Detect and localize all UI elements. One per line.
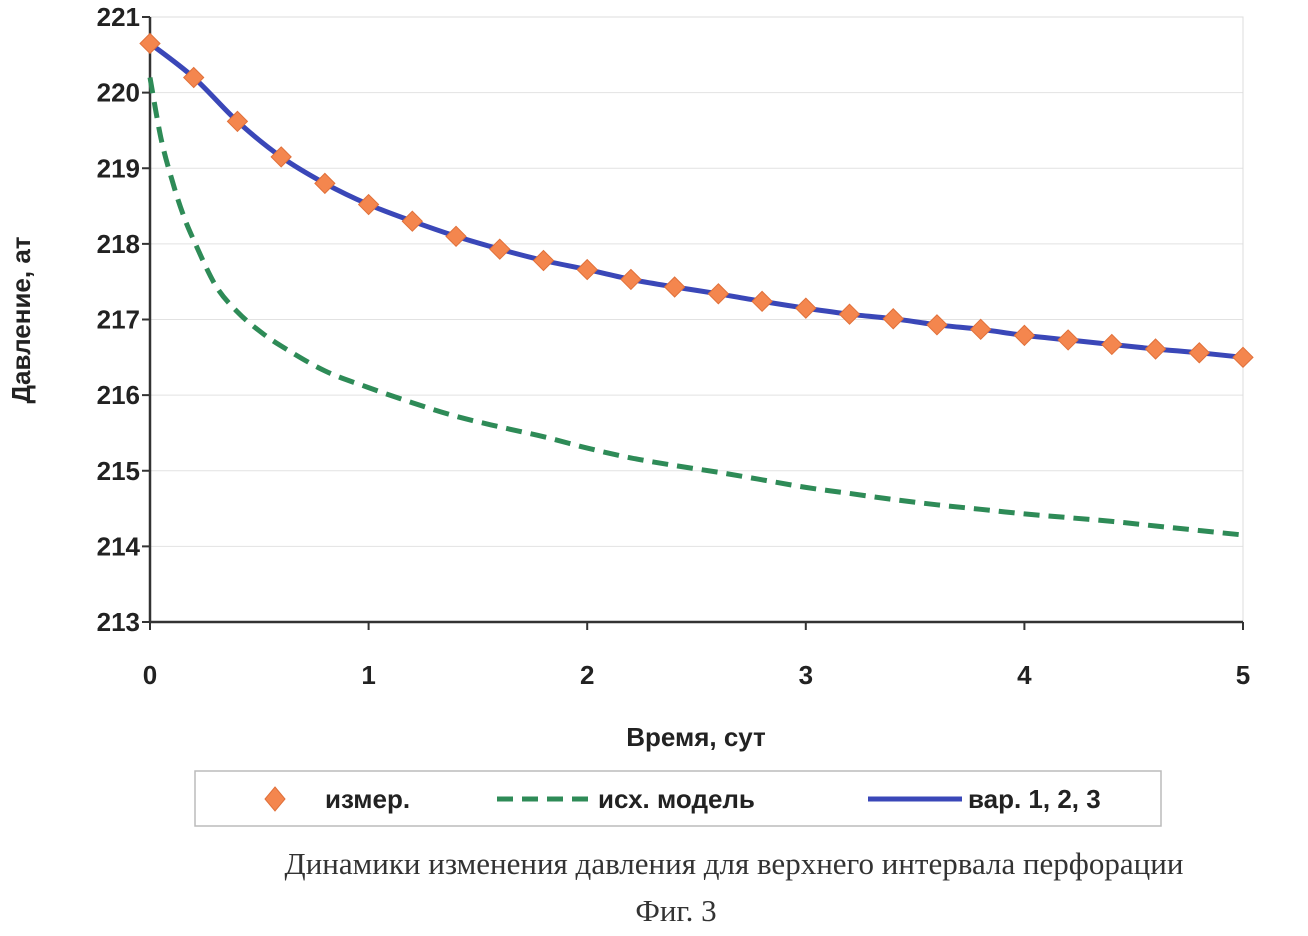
y-tick-labels: 213 214 215 216 217 218 219 220 221 bbox=[97, 2, 141, 637]
measured-point bbox=[621, 269, 641, 289]
measured-point bbox=[1233, 347, 1253, 367]
x-tick-label-5: 5 bbox=[1236, 660, 1250, 690]
y-tick-label-219: 219 bbox=[97, 153, 140, 183]
measured-point bbox=[577, 260, 597, 280]
x-tick-label-2: 2 bbox=[580, 660, 594, 690]
y-tick-label-217: 217 bbox=[97, 305, 140, 335]
measured-point bbox=[315, 173, 335, 193]
series-layer bbox=[140, 33, 1253, 535]
x-tick-label-4: 4 bbox=[1017, 660, 1032, 690]
y-tick-label-221: 221 bbox=[97, 2, 140, 32]
measured-point bbox=[752, 291, 772, 311]
y-tick-label-220: 220 bbox=[97, 78, 140, 108]
pressure-chart: 213 214 215 216 217 218 219 220 221 0 1 2 3 4 5 Время… bbox=[0, 0, 1308, 840]
measured-point bbox=[1189, 343, 1209, 363]
measured-point bbox=[1146, 339, 1166, 359]
measured-point bbox=[796, 298, 816, 318]
measured-point bbox=[840, 304, 860, 324]
measured-point bbox=[883, 309, 903, 329]
measured-point bbox=[490, 239, 510, 259]
legend: измер. исх. модель вар. 1, 2, 3 bbox=[195, 771, 1161, 826]
figure-number: Фиг. 3 bbox=[22, 893, 1308, 929]
x-tick-label-3: 3 bbox=[799, 660, 813, 690]
axes bbox=[142, 17, 1243, 630]
series-line-model bbox=[150, 78, 1243, 536]
y-tick-label-214: 214 bbox=[97, 531, 141, 561]
x-axis-title: Время, сут bbox=[626, 722, 766, 752]
series-line-variants bbox=[150, 44, 1243, 358]
measured-point bbox=[665, 277, 685, 297]
legend-label-measured: измер. bbox=[325, 784, 410, 814]
measured-point bbox=[359, 195, 379, 215]
y-tick-label-215: 215 bbox=[97, 456, 140, 486]
measured-point bbox=[402, 211, 422, 231]
y-tick-label-216: 216 bbox=[97, 380, 140, 410]
measured-point bbox=[446, 226, 466, 246]
measured-point bbox=[1014, 325, 1034, 345]
gridlines bbox=[150, 17, 1243, 546]
x-tick-label-0: 0 bbox=[143, 660, 157, 690]
y-axis-title: Давление, ат bbox=[6, 236, 36, 403]
measured-point bbox=[708, 284, 728, 304]
measured-point bbox=[1102, 334, 1122, 354]
x-tick-labels: 0 1 2 3 4 5 bbox=[143, 660, 1250, 690]
measured-point bbox=[927, 315, 947, 335]
legend-label-variants: вар. 1, 2, 3 bbox=[968, 784, 1101, 814]
x-tick-label-1: 1 bbox=[361, 660, 375, 690]
legend-label-model: исх. модель bbox=[598, 784, 755, 814]
figure-caption: Динамики изменения давления для верхнего… bbox=[80, 846, 1308, 882]
y-tick-label-213: 213 bbox=[97, 607, 140, 637]
y-tick-label-218: 218 bbox=[97, 229, 140, 259]
measured-point bbox=[971, 319, 991, 339]
measured-point bbox=[1058, 330, 1078, 350]
measured-point bbox=[533, 251, 553, 271]
